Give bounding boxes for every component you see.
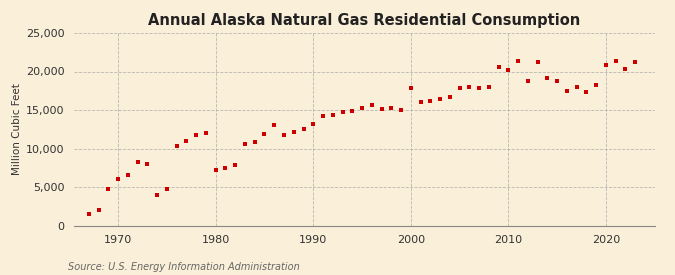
Point: [230, 163, 240, 167]
Point: [318, 114, 329, 118]
Point: [376, 107, 387, 111]
Title: Annual Alaska Natural Gas Residential Consumption: Annual Alaska Natural Gas Residential Co…: [148, 13, 580, 28]
Point: [571, 85, 582, 89]
Point: [347, 109, 358, 113]
Point: [367, 103, 377, 108]
Point: [522, 79, 533, 83]
Point: [425, 98, 436, 103]
Point: [444, 95, 455, 99]
Point: [435, 97, 446, 101]
Point: [581, 89, 592, 94]
Point: [610, 59, 621, 64]
Point: [483, 85, 494, 89]
Point: [211, 168, 221, 172]
Point: [503, 68, 514, 72]
Point: [93, 208, 104, 212]
Point: [356, 106, 367, 111]
Point: [220, 166, 231, 170]
Point: [240, 142, 250, 146]
Y-axis label: Million Cubic Feet: Million Cubic Feet: [11, 83, 22, 175]
Point: [464, 85, 475, 89]
Point: [396, 108, 406, 112]
Point: [327, 113, 338, 118]
Point: [620, 67, 631, 72]
Point: [152, 193, 163, 198]
Point: [259, 132, 270, 136]
Point: [288, 129, 299, 134]
Text: Source: U.S. Energy Information Administration: Source: U.S. Energy Information Administ…: [68, 262, 299, 272]
Point: [474, 86, 485, 91]
Point: [161, 186, 172, 191]
Point: [591, 83, 601, 87]
Point: [191, 133, 202, 137]
Point: [249, 139, 260, 144]
Point: [122, 172, 133, 177]
Point: [542, 75, 553, 80]
Point: [493, 65, 504, 69]
Point: [142, 162, 153, 166]
Point: [415, 100, 426, 104]
Point: [630, 60, 641, 64]
Point: [454, 86, 465, 90]
Point: [171, 144, 182, 148]
Point: [337, 110, 348, 114]
Point: [200, 131, 211, 135]
Point: [406, 86, 416, 91]
Point: [181, 139, 192, 143]
Point: [601, 62, 612, 67]
Point: [298, 127, 309, 131]
Point: [113, 176, 124, 181]
Point: [562, 89, 572, 93]
Point: [533, 60, 543, 64]
Point: [84, 212, 95, 216]
Point: [132, 160, 143, 164]
Point: [551, 79, 562, 83]
Point: [269, 123, 279, 128]
Point: [103, 187, 114, 191]
Point: [513, 59, 524, 64]
Point: [386, 106, 397, 110]
Point: [308, 122, 319, 126]
Point: [279, 133, 290, 137]
